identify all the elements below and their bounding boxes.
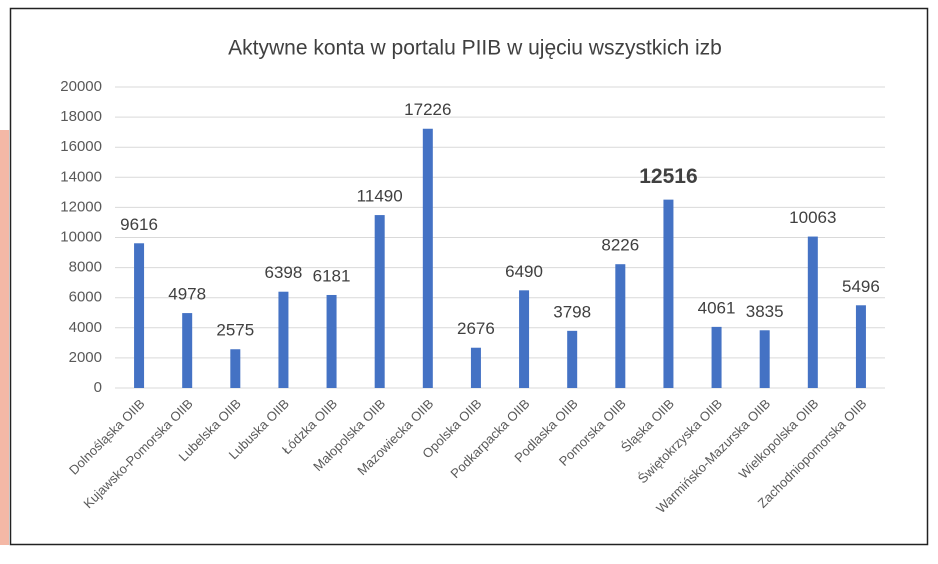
y-tick-label: 10000	[60, 228, 102, 245]
bar	[230, 349, 241, 388]
y-tick-label: 16000	[60, 138, 102, 155]
bar	[422, 128, 433, 388]
data-label: 2676	[457, 319, 495, 338]
data-label: 3798	[553, 302, 591, 321]
side-strip	[0, 130, 9, 545]
data-label: 4061	[698, 298, 736, 317]
data-label: 6490	[505, 262, 543, 281]
chart-title: Aktywne konta w portalu PIIB w ujęciu ws…	[228, 37, 722, 60]
data-label: 11490	[357, 187, 403, 206]
bar	[519, 290, 530, 388]
data-label: 6181	[313, 266, 351, 285]
bar	[134, 243, 145, 388]
bar	[182, 313, 193, 388]
y-tick-label: 4000	[69, 319, 102, 336]
data-label: 4978	[168, 285, 206, 304]
data-label: 6398	[265, 263, 303, 282]
bar	[663, 199, 674, 388]
bar	[615, 264, 626, 388]
bar	[711, 326, 722, 388]
bar	[374, 215, 385, 388]
data-label: 9616	[120, 215, 158, 234]
chart-frame	[9, 7, 929, 546]
y-tick-label: 2000	[69, 349, 102, 366]
bar	[855, 305, 866, 388]
data-label: 8226	[601, 236, 639, 255]
y-tick-label: 18000	[60, 108, 102, 125]
y-tick-label: 8000	[69, 259, 102, 276]
data-label: 10063	[789, 208, 836, 227]
data-label: 3835	[746, 302, 784, 321]
data-label: 17226	[404, 100, 451, 119]
data-label: 5496	[842, 277, 880, 296]
y-tick-label: 14000	[60, 168, 102, 185]
data-label: 2575	[216, 321, 254, 340]
bar	[759, 330, 770, 388]
y-tick-label: 20000	[60, 78, 102, 95]
bar	[326, 294, 337, 388]
data-label: 12516	[639, 165, 697, 188]
y-tick-label: 12000	[60, 198, 102, 215]
y-tick-label: 0	[94, 379, 102, 396]
y-tick-label: 6000	[69, 289, 102, 306]
bar	[278, 291, 289, 388]
bar	[567, 330, 578, 388]
bar	[807, 236, 818, 388]
bar	[470, 347, 481, 388]
